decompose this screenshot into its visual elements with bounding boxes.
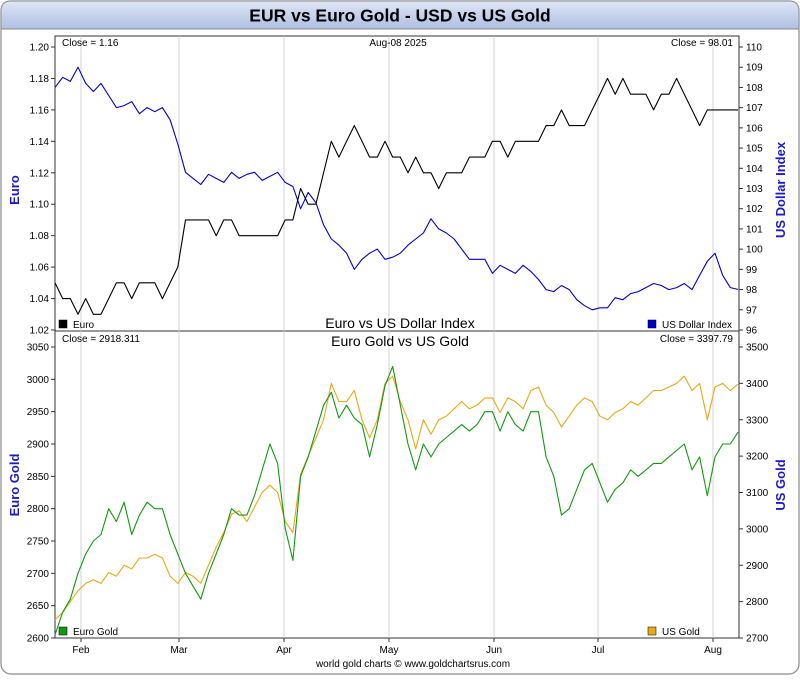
left-tick-label: 2900 — [27, 440, 50, 451]
left-tick-label: 2600 — [27, 634, 50, 645]
right-tick-label: 3300 — [746, 415, 769, 426]
plot-area — [54, 35, 740, 639]
right-tick-label: 110 — [746, 43, 762, 54]
legend-swatch-euro — [58, 319, 68, 329]
x-tick-label: Mar — [170, 645, 188, 656]
legend-swatch-us-gold — [647, 626, 657, 636]
left-tick-label: 3050 — [27, 343, 50, 354]
left-tick-label: 3000 — [27, 375, 50, 386]
right-tick-label: 3500 — [746, 343, 769, 354]
legend-label-euro: Euro — [73, 320, 95, 331]
left-tick-label: 2950 — [27, 407, 50, 418]
axis-ticks: 1.20 1.18 1.16 1.14 1.12 1.10 1.08 1.06 1.04 1.02… — [27, 43, 769, 645]
left-tick-label: 1.20 — [30, 43, 50, 54]
right-tick-label: 2800 — [746, 597, 769, 608]
right-tick-label: 107 — [746, 103, 763, 114]
legend-swatch-usd-index — [647, 319, 657, 329]
left-tick-label: 2750 — [27, 537, 50, 548]
top-close-right: Close = 98.01 — [671, 38, 733, 49]
legend-label-usd-index: US Dollar Index — [662, 320, 732, 331]
x-tick-label: Aug — [704, 645, 722, 656]
right-tick-label: 104 — [746, 164, 763, 175]
right-tick-label: 97 — [746, 305, 758, 316]
x-tick-label: Feb — [72, 645, 90, 656]
left-tick-label: 1.10 — [30, 200, 50, 211]
right-tick-label: 101 — [746, 224, 763, 235]
x-tick-label: Jul — [592, 645, 605, 656]
left-tick-label: 1.08 — [30, 231, 50, 242]
left-tick-label: 1.12 — [30, 168, 50, 179]
x-tick-label: Jun — [486, 645, 502, 656]
x-grid: Feb Mar Apr May Jun Jul Aug — [72, 36, 722, 656]
left-tick-label: 2800 — [27, 504, 50, 515]
legend-label-us-gold: US Gold — [662, 627, 700, 638]
euro-axis-title: Euro — [7, 175, 22, 205]
legend-label-euro-gold: Euro Gold — [73, 627, 118, 638]
us-gold-axis-title: US Gold — [773, 459, 788, 510]
right-tick-label: 3000 — [746, 524, 769, 535]
series-line-us-dollar-index — [54, 66, 739, 311]
right-tick-label: 2900 — [746, 561, 769, 572]
left-tick-label: 2700 — [27, 569, 50, 580]
right-tick-label: 3200 — [746, 452, 769, 463]
left-tick-label: 1.02 — [30, 326, 50, 337]
right-tick-label: 102 — [746, 204, 763, 215]
left-tick-label: 1.04 — [30, 294, 50, 305]
bottom-close-left: Close = 2918.311 — [62, 334, 140, 345]
top-close-left: Close = 1.16 — [62, 38, 119, 49]
title-bar — [0, 0, 800, 30]
right-tick-label: 100 — [746, 245, 763, 256]
left-tick-label: 1.06 — [30, 263, 50, 274]
right-tick-label: 3400 — [746, 379, 769, 390]
right-tick-label: 96 — [746, 326, 758, 337]
right-tick-label: 98 — [746, 285, 758, 296]
top-date-label: Aug-08 2025 — [369, 38, 427, 49]
right-tick-label: 99 — [746, 265, 758, 276]
series-line-us-gold — [54, 375, 739, 621]
series-line-euro — [54, 77, 738, 315]
footer-credit: world gold charts © www.goldchartsrus.co… — [315, 659, 510, 670]
chart-title: EUR vs Euro Gold - USD vs US Gold — [249, 6, 550, 26]
x-tick-label: Apr — [276, 645, 292, 656]
right-tick-label: 108 — [746, 83, 763, 94]
right-tick-label: 2700 — [746, 634, 769, 645]
right-tick-label: 103 — [746, 184, 763, 195]
left-tick-label: 2650 — [27, 601, 50, 612]
series-line-euro-gold — [54, 365, 739, 635]
left-tick-label: 2850 — [27, 472, 50, 483]
right-tick-label: 3100 — [746, 488, 769, 499]
series-lines — [54, 66, 739, 635]
right-tick-label: 106 — [746, 123, 763, 134]
left-tick-label: 1.16 — [30, 105, 50, 116]
right-tick-label: 105 — [746, 144, 763, 155]
left-tick-label: 1.18 — [30, 74, 50, 85]
bottom-panel-title: Euro Gold vs US Gold — [331, 333, 469, 349]
bottom-close-right: Close = 3397.79 — [660, 334, 734, 345]
x-tick-label: May — [380, 645, 399, 656]
left-tick-label: 1.14 — [30, 137, 50, 148]
top-panel-title: Euro vs US Dollar Index — [325, 315, 474, 331]
right-tick-label: 109 — [746, 63, 763, 74]
euro-gold-axis-title: Euro Gold — [7, 454, 22, 517]
usd-index-axis-title: US Dollar Index — [773, 141, 788, 238]
legend-swatch-euro-gold — [58, 626, 68, 636]
